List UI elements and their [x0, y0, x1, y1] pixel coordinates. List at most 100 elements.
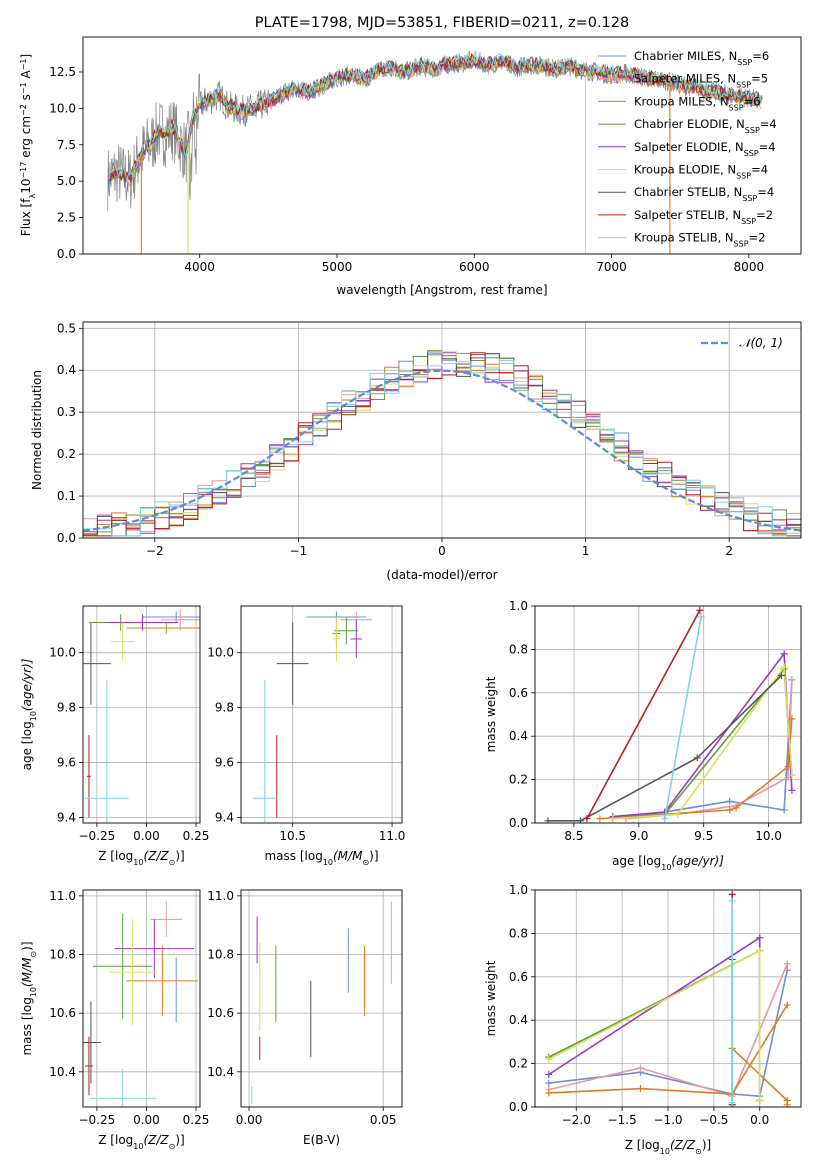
label-part: age [log — [20, 721, 34, 770]
weight-age-axes: 8.5 9.0 9.5 10.0 0.0 0.2 0.4 0.6 0.8 1.0 — [509, 599, 802, 843]
weight-age-ytick-label: 0.4 — [509, 729, 528, 743]
label-part: SSP — [744, 148, 759, 157]
label-part: ⊙ — [695, 1147, 702, 1156]
spectrum-xtick-label: 4000 — [184, 260, 215, 274]
spectrum-ytick-label: 5.0 — [57, 174, 76, 188]
label-part: SSP — [736, 171, 751, 180]
residuals-xlabel: (data-model)/error — [386, 568, 497, 582]
label-part: ⊙ — [29, 951, 38, 958]
mass-z-frame — [82, 889, 201, 1108]
weight-age-series-chabrier-miles — [612, 679, 793, 820]
weight-age-frame — [534, 605, 802, 824]
label-part: mass [log — [20, 997, 34, 1055]
weight-age-ylabel: mass weight — [484, 676, 498, 752]
mass-z-ytick-label: 10.4 — [49, 1065, 76, 1079]
mass-z-ylabel: mass [log10(M/M⊙)] — [20, 941, 38, 1055]
spectrum-xtick-label: 5000 — [322, 260, 353, 274]
mass-z-grid — [83, 890, 200, 1107]
label-part: Chabrier STELIB, N — [634, 185, 742, 199]
mass-ebv-xtick-label: 0.00 — [236, 1113, 263, 1127]
weight-age-marker — [788, 771, 796, 779]
weight-z-xtick-label: 0.0 — [750, 1113, 769, 1127]
weight-age-series-kroupa-stelib — [664, 616, 702, 819]
weight-z-marker — [783, 1001, 791, 1009]
age-mass-xlabel: mass [log10(M/M⊙)] — [264, 849, 378, 867]
mass-ebv-xtick-label: 0.05 — [370, 1113, 397, 1127]
label-part: Salpeter MILES, N — [634, 72, 736, 86]
residuals-ytick-label: 0.3 — [57, 405, 76, 419]
legend-label: Chabrier STELIB, NSSP=4 — [634, 185, 774, 203]
label-part: 10 — [19, 179, 33, 194]
legend-label: Salpeter MILES, NSSP=5 — [634, 72, 768, 90]
weight-z-axes: −2.0 −1.5 −1.0 −0.5 0.0 0.0 0.2 0.4 0.6 0.8 1.0 — [509, 883, 802, 1127]
legend-label: Salpeter STELIB, NSSP=2 — [634, 208, 773, 226]
residuals-ytick-label: 0.1 — [57, 489, 76, 503]
age-z-ytick-label: 9.4 — [57, 811, 76, 825]
spectrum-xtick-label: 6000 — [459, 260, 490, 274]
weight-age-ytick-label: 0.0 — [509, 816, 528, 830]
mass-z-ytick-label: 10.6 — [49, 1006, 76, 1020]
label-part: A — [19, 69, 33, 82]
legend-label: Kroupa MILES, NSSP=6 — [634, 94, 760, 112]
weight-z-ytick-label: 0.0 — [509, 1100, 528, 1114]
weight-z-marker — [783, 960, 791, 968]
weight-z-marker — [545, 1079, 553, 1087]
label-part: SSP — [737, 58, 752, 67]
label-part: mass [log — [264, 849, 322, 863]
weight-age-xtick-label: 8.5 — [564, 829, 583, 843]
spectrum-xlabel: wavelength [Angstrom, rest frame] — [336, 283, 547, 297]
weight-age-marker — [661, 815, 669, 823]
weight-age-marker — [788, 715, 796, 723]
label-part: (Z/Z — [143, 849, 169, 863]
age-z-grid — [83, 606, 200, 823]
spectrum-axes: 4000 5000 6000 7000 8000 0.0 2.5 5.0 7.5 10.0 12.5 — [49, 36, 802, 274]
age-mass-xtick-label: 10.5 — [279, 829, 306, 843]
weight-age-marker — [674, 810, 682, 818]
weight-age-ytick-label: 1.0 — [509, 599, 528, 613]
age-mass-ytick-label: 9.6 — [215, 756, 234, 770]
spectrum-frame — [82, 36, 802, 255]
weight-z-marker — [636, 1064, 644, 1072]
label-part: )] — [175, 1133, 184, 1147]
legend-label: Kroupa STELIB, NSSP=2 — [634, 231, 765, 249]
label-part: Flux [f — [19, 198, 33, 236]
label-part: (M/M — [333, 849, 363, 863]
residuals-plot-area — [83, 350, 801, 537]
weight-z-marker — [756, 947, 764, 955]
label-part: Kroupa MILES, N — [634, 94, 729, 108]
weight-z-marker — [756, 1096, 764, 1104]
label-part: =6 — [744, 94, 761, 108]
mass-z-plot-area — [83, 901, 199, 1107]
label-part: λ — [28, 194, 37, 199]
weight-age-xtick-label: 9.0 — [629, 829, 648, 843]
residuals-axes: −2 −1 0 1 2 0.0 0.1 0.2 0.3 0.4 0.5 — [57, 321, 802, 558]
weight-age-series-salpeter-elodie — [612, 651, 793, 818]
weight-z-series-chabrier-elodie — [548, 949, 761, 1101]
mass-ebv-grid — [241, 890, 402, 1107]
mass-ebv-plot-area — [251, 901, 392, 1105]
age-z-xtick-label: −0.25 — [78, 829, 115, 843]
weight-age-marker — [788, 786, 796, 794]
legend-label: Chabrier ELODIE, NSSP=4 — [634, 117, 777, 135]
label-part: 10 — [323, 858, 333, 867]
legend-label: Chabrier MILES, NSSP=6 — [634, 49, 769, 67]
label-part: ⊙ — [362, 858, 369, 867]
weight-age-marker — [696, 606, 704, 614]
age-mass-plot-area — [252, 611, 373, 823]
spectrum-xtick-label: 8000 — [734, 260, 765, 274]
weight-age-ytick-label: 0.8 — [509, 642, 528, 656]
weight-age-ytick-label: 0.2 — [509, 773, 528, 787]
age-z-axes: −0.25 0.00 0.25 9.4 9.6 9.8 10.0 — [49, 605, 209, 843]
weight-z-xlabel: Z [log10(Z/Z⊙)] — [625, 1138, 711, 1156]
residuals-xtick-label: 2 — [725, 544, 733, 558]
mass-ebv-xlabel: E(B-V) — [303, 1133, 340, 1147]
label-part: )] — [175, 849, 184, 863]
label-part: ⊙ — [169, 858, 176, 867]
age-mass-xtick-label: 11.0 — [379, 829, 406, 843]
weight-age-xlabel: age [log10(age/yr)] — [612, 854, 724, 872]
histogram-chabrier-stelib — [83, 353, 801, 537]
age-mass-frame — [240, 605, 403, 824]
weight-age-marker — [596, 815, 604, 823]
label-part: Salpeter STELIB, N — [634, 208, 741, 222]
spectrum-plot-area — [107, 50, 763, 254]
